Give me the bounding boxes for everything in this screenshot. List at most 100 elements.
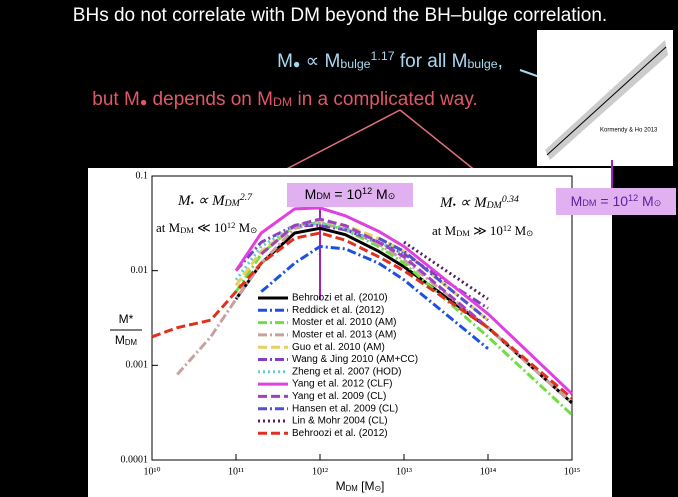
text-part: M	[177, 193, 192, 209]
text-part: ●	[293, 57, 300, 71]
y-tick-label: 0.01	[131, 265, 149, 276]
text-part: M	[571, 193, 583, 209]
text-part: M	[511, 223, 526, 238]
series-line	[151, 231, 573, 400]
legend-label: Lin & Mohr 2004 (CL)	[292, 416, 388, 427]
series-line	[260, 217, 489, 329]
text-part: ,	[498, 51, 503, 72]
text-part: M	[372, 186, 388, 202]
series-line	[403, 240, 489, 301]
text-part: bulge	[467, 57, 497, 71]
text-part: DM	[224, 198, 241, 209]
text-part: M	[336, 479, 346, 493]
series-line	[260, 244, 489, 350]
slide-title: BHs do not correlate with DM beyond the …	[73, 5, 607, 26]
text-part: DM	[273, 95, 292, 109]
legend-label: Behroozi et al. (2012)	[292, 428, 388, 439]
text-part: M	[277, 51, 293, 72]
text-part: 12	[362, 186, 372, 196]
text-part: for all M	[395, 51, 468, 72]
legend-label: Reddick et al. (2012)	[292, 305, 384, 316]
text-part: 2.7	[240, 192, 253, 203]
y-axis-label: MDM	[115, 333, 137, 347]
text-part: DM	[456, 228, 470, 238]
text-part: at M	[156, 220, 181, 235]
y-tick-label: 0.0001	[121, 454, 149, 465]
text-part: ⊙	[374, 484, 381, 493]
text-part: 12	[503, 223, 511, 233]
text-part: ≫ 10	[470, 223, 503, 238]
legend-label: Behroozi et al. (2010)	[292, 293, 388, 304]
text-part: ≪ 10	[194, 220, 227, 235]
text-part: DM	[346, 484, 358, 493]
y-tick-label: 0.001	[126, 360, 149, 371]
text-part: ∝ M	[456, 195, 488, 211]
inset-credit: Kormendy & Ho 2013	[600, 128, 658, 134]
x-tick-label: 10¹⁰	[143, 466, 160, 477]
annotation: at MDM ≫ 1012 M⊙	[432, 223, 533, 238]
legend-label: Wang & Jing 2010 (AM+CC)	[292, 354, 418, 365]
text-part: in a complicated way.	[292, 89, 478, 110]
text-part: M	[638, 193, 654, 209]
text-part: •	[191, 198, 194, 209]
annotation: M• ∝ MDM2.7	[177, 192, 253, 209]
text-part: •	[453, 200, 456, 211]
marker-label: MDM = 1012 M⊙	[305, 186, 396, 202]
text-part: ⊙	[654, 198, 662, 208]
text-part: ⊙	[250, 225, 257, 235]
series-line	[176, 221, 574, 405]
text-part: ⊙	[526, 228, 533, 238]
text-part: 1.17	[371, 49, 395, 63]
plot: 10¹⁰ 10¹¹ 10¹² 10¹³ 10¹⁴ 10¹⁵ 0.0001 0.001 0.01 0…	[110, 170, 580, 493]
text-part: ∝ M	[194, 193, 226, 209]
text-part: bulge	[340, 57, 370, 71]
text-part: depends on M	[147, 89, 273, 110]
marker-label: MDM = 1012 M⊙	[571, 193, 662, 209]
x-tick-label: 10¹²	[312, 466, 328, 477]
text-part: but M	[92, 89, 140, 110]
x-axis-label: MDM [M⊙]	[336, 479, 385, 493]
x-tick-label: 10¹⁵	[564, 466, 580, 477]
legend-label: Guo et al. 2010 (AM)	[292, 342, 385, 353]
annotation: M• ∝ MDM0.34	[439, 194, 519, 211]
marker-box	[287, 183, 413, 207]
inset-fit	[546, 46, 667, 156]
plot-frame	[151, 175, 573, 461]
legend-label: Yang et al. 2012 (CLF)	[292, 379, 392, 390]
x-tick-label: 10¹⁴	[480, 466, 497, 477]
slide-line: but M● depends on MDM in a complicated w…	[92, 89, 477, 110]
text-part: DM	[316, 191, 330, 201]
x-tick-label: 10¹³	[396, 466, 412, 477]
series-line	[234, 206, 574, 395]
text-part: ∝ M	[300, 51, 340, 72]
legend-label: Moster et al. 2013 (AM)	[292, 330, 396, 341]
text-part: 12	[227, 220, 235, 230]
text-part: DM	[180, 225, 194, 235]
y-axis-label: M*	[119, 312, 134, 326]
y-tick-label: 0.1	[136, 170, 149, 181]
inset: Kormendy & Ho 2013	[537, 30, 673, 166]
slide-line: M● ∝ Mbulge1.17 for all Mbulge,	[277, 49, 503, 72]
plot-panel	[88, 168, 612, 497]
text-part: DM	[582, 198, 596, 208]
legend-label: Moster et al. 2010 (AM)	[292, 317, 396, 328]
text-part: DM	[486, 200, 503, 211]
inset-band	[545, 40, 668, 160]
legend-label: Zheng et al. 2007 (HOD)	[292, 366, 402, 377]
marker-box	[556, 188, 676, 215]
text-part: M	[235, 220, 250, 235]
text-part: [M	[358, 479, 375, 493]
text-part: = 10	[596, 193, 628, 209]
text-part: = 10	[330, 186, 362, 202]
text-part: DM	[125, 338, 137, 347]
text-part: 0.34	[502, 194, 519, 205]
text-part: 12	[628, 193, 638, 203]
annotation: at MDM ≪ 1012 M⊙	[156, 220, 257, 235]
legend-label: Hansen et al. 2009 (CL)	[292, 403, 398, 414]
text-part: ]	[381, 479, 384, 493]
legend-label: Yang et al. 2009 (CL)	[292, 391, 386, 402]
series-line	[234, 221, 405, 281]
text-part: M	[305, 186, 317, 202]
